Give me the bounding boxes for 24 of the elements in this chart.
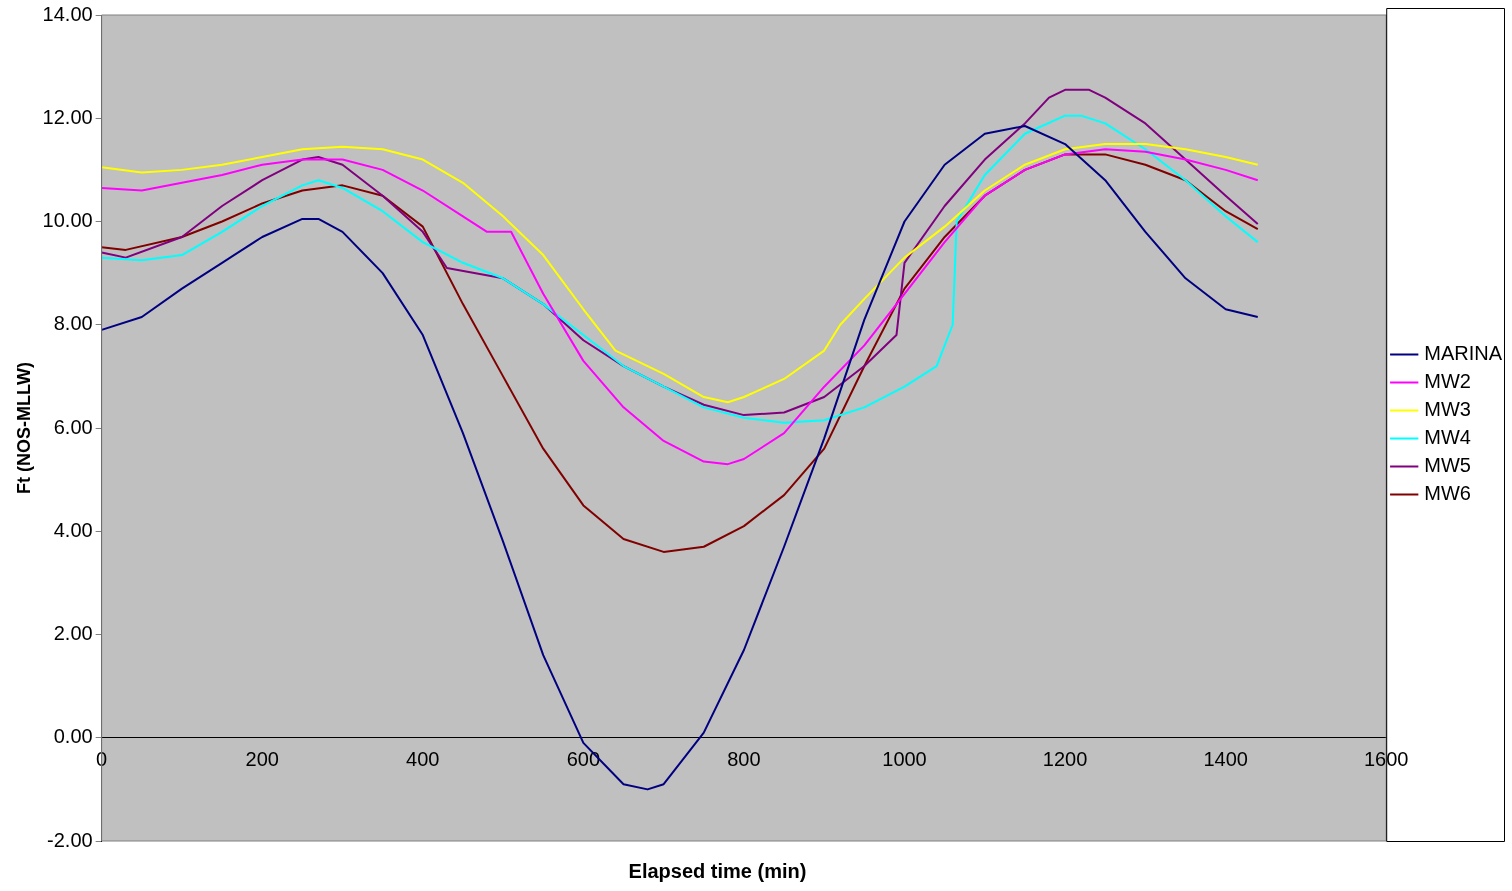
y-tick-label: 14.00	[42, 2, 93, 25]
y-tick-label: 6.00	[53, 415, 93, 438]
y-tick-label: 4.00	[53, 518, 93, 541]
x-tick-label: 800	[727, 748, 761, 771]
y-tick-label: 8.00	[53, 312, 93, 335]
x-tick-label: 400	[406, 748, 440, 771]
x-tick-label: 1000	[882, 748, 927, 771]
legend-label: MW4	[1424, 426, 1471, 449]
y-tick-label: 10.00	[42, 209, 93, 232]
legend-label: MW6	[1424, 482, 1471, 505]
x-tick-label: 1200	[1042, 748, 1088, 771]
y-axis-title: Ft (NOS-MLLW)	[13, 362, 34, 494]
legend-label: MW5	[1424, 454, 1471, 477]
x-tick-label: 200	[245, 748, 279, 771]
y-tick-label: 2.00	[53, 622, 93, 645]
y-tick-label: 0.00	[53, 725, 93, 748]
legend-label: MARINA	[1424, 342, 1503, 365]
x-axis-title: Elapsed time (min)	[627, 860, 808, 883]
legend-label: MW2	[1424, 370, 1471, 393]
y-tick-label: -2.00	[47, 828, 93, 851]
x-tick-label: 600	[566, 748, 601, 771]
x-tick-label: 1400	[1203, 748, 1248, 771]
y-tick-label: 12.00	[42, 105, 93, 128]
legend-label: MW3	[1424, 398, 1471, 421]
